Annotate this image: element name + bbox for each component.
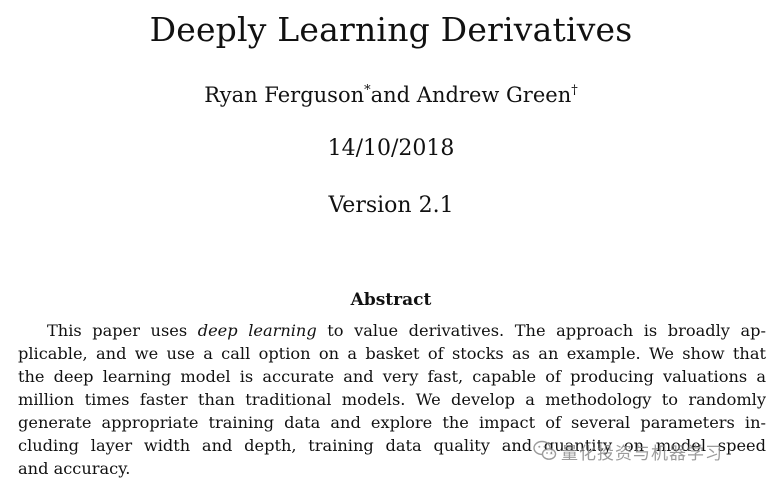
abstract-line-4: million times faster than traditional mo… (18, 390, 766, 409)
author-ryan-ferguson: Ryan Ferguson (204, 83, 365, 107)
abstract-line-5: generate appropriate training data and e… (18, 413, 766, 432)
abstract-line-1-post: to value derivatives. The approach is br… (316, 321, 766, 340)
paper-date: 14/10/2018 (327, 136, 455, 161)
paper-version: Version 2.1 (328, 193, 454, 218)
abstract-line-1: This paper uses deep learning to value d… (18, 319, 766, 342)
author1-footnote-mark: * (364, 83, 371, 98)
wechat-icon (533, 440, 557, 460)
abstract-line-6: cluding layer width and depth, training … (18, 436, 766, 455)
abstract-line-7: and accuracy. (18, 459, 131, 478)
author2-footnote-mark: † (571, 83, 578, 98)
author-join-andrew-green: and Andrew Green (370, 83, 572, 107)
abstract-heading: Abstract (350, 290, 432, 310)
paper-title: Deeply Learning Derivatives (149, 10, 633, 49)
abstract-body: This paper uses deep learning to value d… (18, 319, 766, 480)
abstract-line-2: plicable, and we use a call option on a … (18, 344, 766, 363)
watermark-text: 量化投资与机器学习 (561, 443, 723, 464)
paper-authors: Ryan Ferguson*and Andrew Green† (0, 83, 782, 107)
abstract-line-1-pre: This paper uses (47, 321, 198, 340)
watermark: 量化投资与机器学习 (533, 439, 723, 464)
abstract-emphasis-deep-learning: deep learning (197, 321, 317, 340)
abstract-line-3: the deep learning model is accurate and … (18, 367, 766, 386)
